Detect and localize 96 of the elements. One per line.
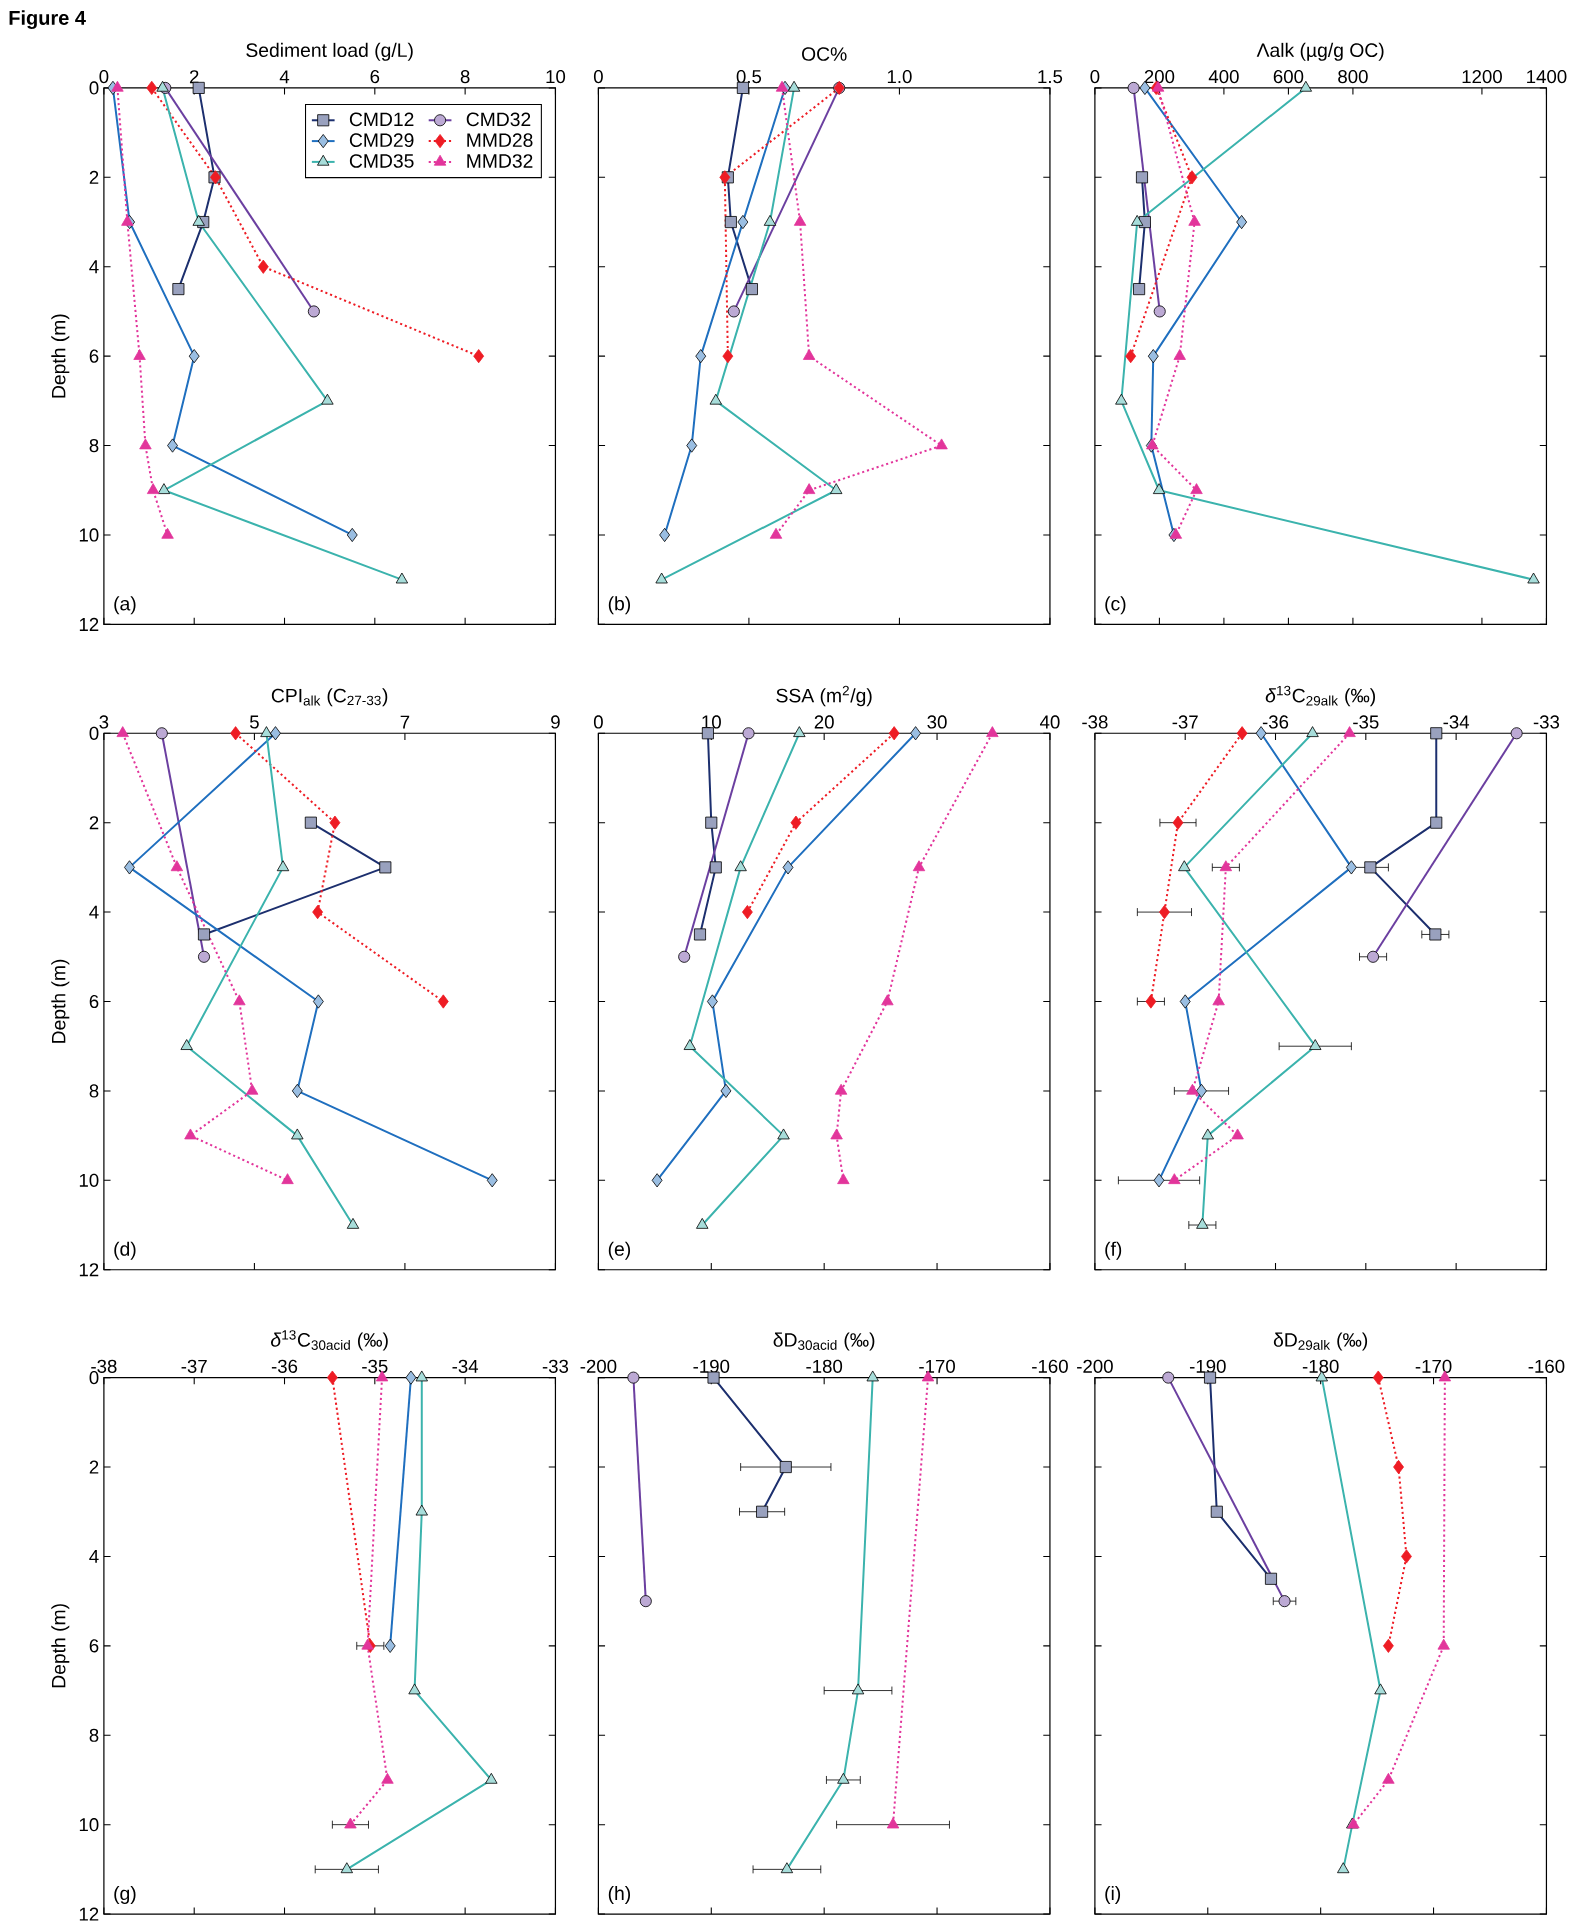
x-tick-label: 30 bbox=[927, 715, 947, 729]
x-tick-label: 0 bbox=[1090, 70, 1100, 84]
y-tick-label: 8 bbox=[89, 1084, 99, 1098]
x-tick-label: 400 bbox=[1208, 70, 1239, 84]
x-tick-label: -37 bbox=[1172, 715, 1198, 729]
annotation: (e) bbox=[608, 1241, 630, 1260]
x-tick-label: 9 bbox=[550, 715, 560, 729]
legend-label: MMD28 bbox=[467, 133, 533, 148]
y-tick-label: 4 bbox=[89, 260, 99, 274]
annotation: (c) bbox=[1105, 596, 1126, 615]
y-tick-label: 0 bbox=[89, 726, 99, 740]
x-axis-title: δ$^{13}$C$_{30acid}$ (‰) bbox=[270, 1330, 388, 1351]
x-tick-label: 6 bbox=[370, 69, 379, 84]
x-tick-label: 1200 bbox=[1462, 70, 1502, 84]
legend-label: CMD32 bbox=[466, 112, 531, 127]
x-tick-label: 600 bbox=[1273, 70, 1304, 84]
x-tick-label: -33 bbox=[542, 1359, 568, 1373]
legend-label: CMD12 bbox=[349, 112, 414, 127]
y-axis-title: Depth (m) bbox=[51, 314, 70, 398]
x-tick-label: 40 bbox=[1039, 715, 1060, 729]
x-axis-title: δ$^{13}$C$_{29alk}$ (‰) bbox=[1265, 685, 1375, 707]
x-axis-title: δD$_{29alk}$ (‰) bbox=[1273, 1332, 1367, 1351]
annotation: (h) bbox=[608, 1886, 630, 1905]
annotation: (i) bbox=[1105, 1886, 1120, 1905]
y-tick-label: 10 bbox=[79, 1818, 99, 1832]
x-tick-label: 2 bbox=[189, 70, 199, 84]
x-tick-label: -36 bbox=[271, 1359, 297, 1373]
chart-title: Figure 4 bbox=[9, 10, 86, 29]
y-tick-label: 6 bbox=[89, 1639, 99, 1653]
y-tick-label: 6 bbox=[89, 349, 99, 363]
y-tick-label: 4 bbox=[89, 905, 99, 919]
annotation: (b) bbox=[608, 596, 630, 615]
x-tick-label: 8 bbox=[460, 69, 470, 84]
y-tick-label: 0 bbox=[89, 1371, 99, 1385]
y-tick-label: 6 bbox=[89, 994, 99, 1009]
x-tick-label: -38 bbox=[91, 1359, 117, 1373]
y-tick-label: 2 bbox=[89, 816, 99, 830]
x-tick-label: -160 bbox=[1528, 1359, 1565, 1373]
x-axis-title: OC% bbox=[801, 47, 847, 61]
y-tick-label: 0 bbox=[89, 81, 99, 95]
x-tick-label: -190 bbox=[1189, 1359, 1226, 1373]
y-tick-label: 4 bbox=[89, 1550, 99, 1563]
x-tick-label: 0 bbox=[593, 715, 603, 729]
x-tick-label: -170 bbox=[919, 1359, 955, 1373]
y-tick-label: 8 bbox=[89, 438, 99, 453]
y-tick-label: 2 bbox=[89, 170, 99, 184]
x-tick-label: 10 bbox=[546, 69, 565, 84]
y-tick-label: 12 bbox=[79, 617, 99, 631]
annotation: (a) bbox=[114, 596, 136, 615]
y-tick-label: 2 bbox=[89, 1460, 99, 1474]
x-tick-label: -35 bbox=[1352, 715, 1379, 729]
y-tick-label: 12 bbox=[79, 1263, 99, 1277]
x-tick-label: 1400 bbox=[1526, 70, 1567, 84]
x-tick-label: -34 bbox=[1443, 715, 1469, 729]
x-tick-label: -33 bbox=[1533, 715, 1559, 729]
y-tick-label: 10 bbox=[79, 528, 99, 542]
x-tick-label: 4 bbox=[279, 70, 289, 84]
y-axis-title: Depth (m) bbox=[51, 959, 70, 1043]
x-axis-title: Λalk (µg/g OC) bbox=[1256, 42, 1384, 61]
x-tick-label: 0 bbox=[593, 70, 603, 84]
x-tick-label: -37 bbox=[181, 1359, 207, 1373]
annotation: (d) bbox=[114, 1241, 136, 1260]
x-tick-label: -160 bbox=[1031, 1359, 1068, 1373]
x-axis-title: Sediment load (g/L) bbox=[246, 42, 413, 61]
x-tick-label: 800 bbox=[1337, 70, 1368, 84]
x-tick-label: 7 bbox=[400, 715, 409, 729]
x-tick-label: 5 bbox=[249, 715, 259, 729]
x-tick-label: 200 bbox=[1144, 70, 1175, 84]
legend-label: CMD35 bbox=[349, 154, 414, 168]
y-axis-title: Depth (m) bbox=[51, 1604, 70, 1688]
x-tick-label: 3 bbox=[99, 715, 109, 729]
x-tick-label: -180 bbox=[806, 1359, 842, 1373]
x-tick-label: 1.0 bbox=[887, 70, 912, 84]
x-tick-label: -35 bbox=[361, 1359, 388, 1373]
x-axis-title: δD$_{30acid}$ (‰) bbox=[773, 1332, 875, 1351]
x-tick-label: -170 bbox=[1415, 1359, 1452, 1373]
legend-label: CMD29 bbox=[349, 133, 414, 148]
annotation: (g) bbox=[114, 1886, 136, 1905]
x-tick-label: -200 bbox=[1076, 1359, 1113, 1373]
x-tick-label: -190 bbox=[693, 1359, 730, 1373]
y-tick-label: 12 bbox=[79, 1907, 99, 1921]
annotation: (f) bbox=[1105, 1241, 1121, 1260]
x-tick-label: 0 bbox=[99, 69, 109, 84]
x-axis-title: CPI$_{alk}$ (C$_{27-33}$) bbox=[271, 688, 388, 707]
x-tick-label: -34 bbox=[452, 1359, 478, 1373]
x-tick-label: -200 bbox=[580, 1359, 617, 1373]
x-tick-label: -38 bbox=[1082, 715, 1108, 729]
x-axis-title: SSA (m$^{2}$/g) bbox=[776, 685, 872, 707]
x-tick-label: 20 bbox=[814, 715, 834, 729]
y-tick-label: 10 bbox=[79, 1173, 99, 1187]
x-tick-label: 0.5 bbox=[736, 70, 761, 84]
x-tick-label: 1.5 bbox=[1038, 70, 1062, 84]
y-tick-label: 8 bbox=[89, 1728, 99, 1742]
x-tick-label: -36 bbox=[1262, 715, 1288, 729]
x-tick-label: -180 bbox=[1302, 1359, 1339, 1373]
legend-label: MMD32 bbox=[467, 154, 533, 168]
